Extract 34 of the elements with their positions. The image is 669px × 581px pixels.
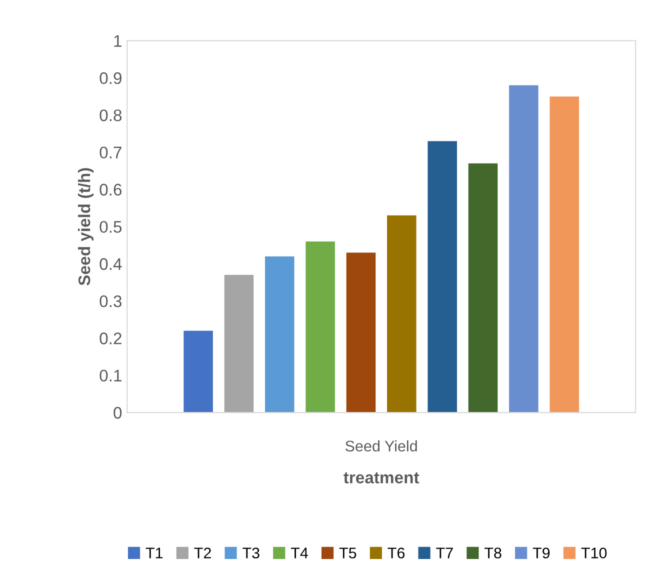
bar xyxy=(224,274,254,413)
y-tick-label: 0.4 xyxy=(100,258,122,270)
legend-label: T4 xyxy=(290,548,308,558)
bar xyxy=(306,241,335,413)
bar xyxy=(346,252,376,413)
legend-label: T10 xyxy=(581,548,607,558)
y-tick-label: 0.3 xyxy=(100,295,122,308)
bar xyxy=(550,96,580,413)
y-tick-label: 0.1 xyxy=(100,370,122,382)
x-axis-title: treatment xyxy=(344,472,420,484)
y-tick-label: 1 xyxy=(114,35,122,47)
y-tick-label: 0.2 xyxy=(100,332,122,344)
bar xyxy=(265,256,294,413)
legend-label: T5 xyxy=(339,548,356,558)
y-tick-label: 0.7 xyxy=(100,146,122,158)
bar xyxy=(509,85,538,413)
legend-label: T1 xyxy=(146,548,163,558)
y-axis-title: Seed yield (t/h) xyxy=(78,168,94,286)
y-tick-label: 0 xyxy=(114,406,122,419)
legend-label: T7 xyxy=(436,548,453,558)
y-tick-label: 0.8 xyxy=(100,109,122,122)
legend-label: T8 xyxy=(484,548,502,558)
y-tick-label: 0.9 xyxy=(100,72,122,84)
bar xyxy=(428,141,457,413)
bar xyxy=(468,163,498,413)
legend-label: T9 xyxy=(532,548,550,558)
bar xyxy=(184,330,213,413)
y-tick-label: 0.6 xyxy=(100,184,122,196)
legend-label: T2 xyxy=(194,548,211,558)
y-tick-label: 0.5 xyxy=(100,220,122,233)
legend-label: T3 xyxy=(242,548,260,558)
x-tick-label: Seed Yield xyxy=(346,440,417,452)
bar xyxy=(387,215,416,413)
legend-label: T6 xyxy=(388,548,405,558)
